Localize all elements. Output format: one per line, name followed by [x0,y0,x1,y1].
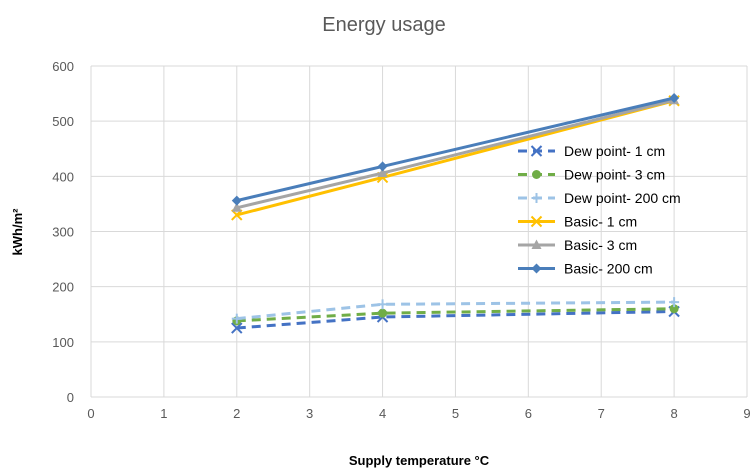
grid [91,66,747,397]
x-tick-label: 7 [598,406,605,421]
y-tick-label: 600 [52,59,74,74]
x-tick-label: 6 [525,406,532,421]
y-tick-label: 200 [52,280,74,295]
y-tick-label: 100 [52,335,74,350]
legend-item: Dew point- 200 cm [518,190,681,206]
y-axis-title: kWh/m² [10,208,25,256]
y-tick-label: 300 [52,225,74,240]
chart-title: Energy usage [322,14,445,36]
legend-label: Basic- 200 cm [564,261,653,277]
legend-item: Basic- 1 cm [518,214,637,230]
x-tick-label: 1 [160,406,167,421]
legend-item: Basic- 3 cm [518,237,637,253]
data-point [532,264,542,274]
x-tick-label: 9 [743,406,750,421]
x-tick-label: 3 [306,406,313,421]
axes: 0 1 2 3 4 5 6 7 8 9 0 100 200 300 400 500 600 [52,59,750,421]
x-tick-label: 0 [87,406,94,421]
data-point [378,299,388,309]
data-point [669,297,679,307]
y-tick-label: 500 [52,114,74,129]
legend-label: Dew point- 1 cm [564,143,665,159]
legend-label: Dew point- 200 cm [564,190,681,206]
data-point [378,309,387,318]
data-point [378,161,388,171]
x-tick-label: 4 [379,406,386,421]
y-tick-label: 400 [52,169,74,184]
x-axis-title: Supply temperature °C [349,453,490,468]
x-tick-label: 2 [233,406,240,421]
data-point [532,170,541,179]
legend-item: Basic- 200 cm [518,261,653,277]
data-point [532,193,542,203]
legend-label: Dew point- 3 cm [564,167,665,183]
legend-item: Dew point- 1 cm [518,143,665,159]
x-tick-label: 5 [452,406,459,421]
legend-label: Basic- 1 cm [564,214,637,230]
y-tick-label: 0 [67,390,74,405]
legend-item: Dew point- 3 cm [518,167,665,183]
legend: Dew point- 1 cm Dew point- 3 cm Dew point-… [518,143,681,277]
x-tick-label: 8 [670,406,677,421]
legend-label: Basic- 3 cm [564,237,637,253]
data-point [232,196,242,206]
